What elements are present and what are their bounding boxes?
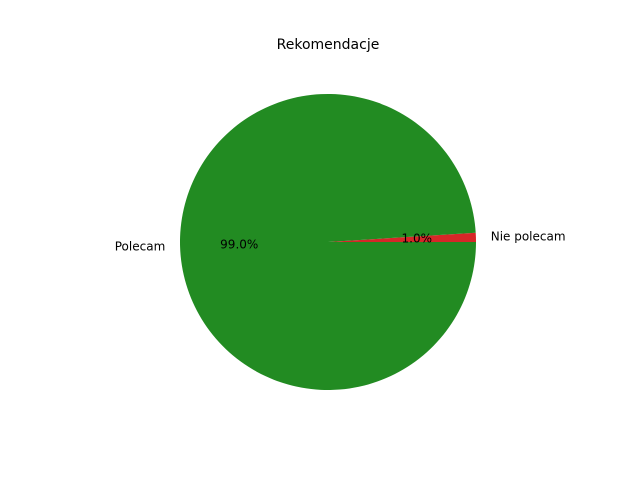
slice-percent-label-0: 1.0% [402,232,433,246]
chart-title: Rekomendacje [277,37,380,53]
slice-label-1: Polecam [115,240,166,254]
pie-labels: Nie polecam 1.0% Polecam 99.0% [115,229,566,253]
pie-slices [180,94,476,391]
slice-label-0: Nie polecam [491,229,566,243]
pie-slice-0 [328,232,476,242]
slice-percent-label-1: 99.0% [220,237,258,251]
pie-slice-1 [180,94,476,391]
